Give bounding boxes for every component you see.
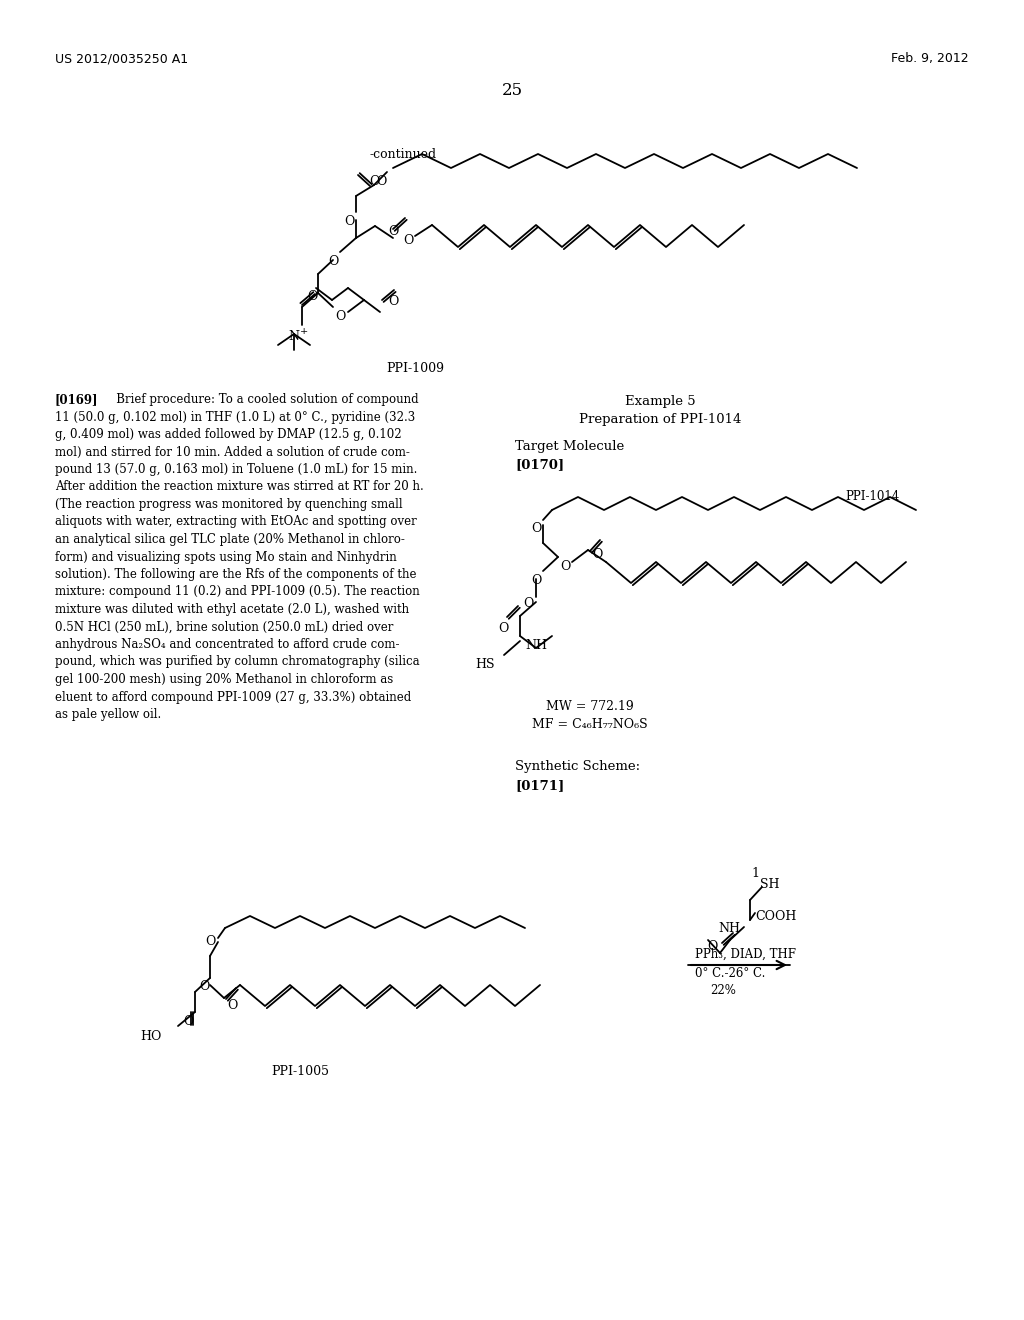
Text: O: O xyxy=(335,310,345,323)
Text: [0169]: [0169] xyxy=(55,393,98,407)
Text: Feb. 9, 2012: Feb. 9, 2012 xyxy=(891,51,969,65)
Text: Preparation of PPI-1014: Preparation of PPI-1014 xyxy=(579,413,741,426)
Text: O: O xyxy=(498,622,508,635)
Text: [0170]: [0170] xyxy=(515,458,564,471)
Text: PPI-1014: PPI-1014 xyxy=(846,490,900,503)
Text: eluent to afford compound PPI-1009 (27 g, 33.3%) obtained: eluent to afford compound PPI-1009 (27 g… xyxy=(55,690,412,704)
Text: O: O xyxy=(530,521,542,535)
Text: N: N xyxy=(289,330,299,343)
Text: O: O xyxy=(708,940,718,953)
Text: -continued: -continued xyxy=(370,148,437,161)
Text: pound, which was purified by column chromatography (silica: pound, which was purified by column chro… xyxy=(55,656,420,668)
Text: pound 13 (57.0 g, 0.163 mol) in Toluene (1.0 mL) for 15 min.: pound 13 (57.0 g, 0.163 mol) in Toluene … xyxy=(55,463,418,477)
Text: Target Molecule: Target Molecule xyxy=(515,440,625,453)
Text: mol) and stirred for 10 min. Added a solution of crude com-: mol) and stirred for 10 min. Added a sol… xyxy=(55,446,410,458)
Text: O: O xyxy=(344,215,354,228)
Text: Example 5: Example 5 xyxy=(625,395,695,408)
Text: O: O xyxy=(376,176,386,187)
Text: After addition the reaction mixture was stirred at RT for 20 h.: After addition the reaction mixture was … xyxy=(55,480,424,494)
Text: 0.5N HCl (250 mL), brine solution (250.0 mL) dried over: 0.5N HCl (250 mL), brine solution (250.0… xyxy=(55,620,393,634)
Text: as pale yellow oil.: as pale yellow oil. xyxy=(55,708,161,721)
Text: mixture was diluted with ethyl acetate (2.0 L), washed with: mixture was diluted with ethyl acetate (… xyxy=(55,603,410,616)
Text: O: O xyxy=(560,560,570,573)
Text: PPI-1009: PPI-1009 xyxy=(386,362,444,375)
Text: aliquots with water, extracting with EtOAc and spotting over: aliquots with water, extracting with EtO… xyxy=(55,516,417,528)
Text: O: O xyxy=(530,574,542,587)
Text: 0° C.-26° C.: 0° C.-26° C. xyxy=(695,968,765,979)
Text: COOH: COOH xyxy=(755,909,797,923)
Text: [0171]: [0171] xyxy=(515,779,564,792)
Text: O: O xyxy=(369,176,379,187)
Text: Brief procedure: To a cooled solution of compound: Brief procedure: To a cooled solution of… xyxy=(105,393,419,407)
Text: Synthetic Scheme:: Synthetic Scheme: xyxy=(515,760,640,774)
Text: 22%: 22% xyxy=(710,983,736,997)
Text: O: O xyxy=(402,234,414,247)
Text: O: O xyxy=(388,294,398,308)
Text: gel 100-200 mesh) using 20% Methanol in chloroform as: gel 100-200 mesh) using 20% Methanol in … xyxy=(55,673,393,686)
Text: 1: 1 xyxy=(751,867,759,880)
Text: O: O xyxy=(307,290,317,304)
Text: an analytical silica gel TLC plate (20% Methanol in chloro-: an analytical silica gel TLC plate (20% … xyxy=(55,533,404,546)
Text: (The reaction progress was monitored by quenching small: (The reaction progress was monitored by … xyxy=(55,498,402,511)
Text: 25: 25 xyxy=(502,82,522,99)
Text: MF = C₄₆H₇₇NO₆S: MF = C₄₆H₇₇NO₆S xyxy=(532,718,648,731)
Text: US 2012/0035250 A1: US 2012/0035250 A1 xyxy=(55,51,188,65)
Text: +: + xyxy=(300,327,308,337)
Text: PPI-1005: PPI-1005 xyxy=(271,1065,329,1078)
Text: 11 (50.0 g, 0.102 mol) in THF (1.0 L) at 0° C., pyridine (32.3: 11 (50.0 g, 0.102 mol) in THF (1.0 L) at… xyxy=(55,411,416,424)
Text: anhydrous Na₂SO₄ and concentrated to afford crude com-: anhydrous Na₂SO₄ and concentrated to aff… xyxy=(55,638,399,651)
Text: O: O xyxy=(328,255,338,268)
Text: solution). The following are the Rfs of the components of the: solution). The following are the Rfs of … xyxy=(55,568,417,581)
Text: NH: NH xyxy=(718,921,740,935)
Text: NH: NH xyxy=(525,639,547,652)
Text: O: O xyxy=(226,999,238,1012)
Text: HO: HO xyxy=(140,1030,162,1043)
Text: MW = 772.19: MW = 772.19 xyxy=(546,700,634,713)
Text: form) and visualizing spots using Mo stain and Ninhydrin: form) and visualizing spots using Mo sta… xyxy=(55,550,396,564)
Text: O: O xyxy=(183,1015,194,1028)
Text: O: O xyxy=(205,935,215,948)
Text: O: O xyxy=(199,979,209,993)
Text: O: O xyxy=(592,548,602,561)
Text: HS: HS xyxy=(475,657,495,671)
Text: mixture: compound 11 (0.2) and PPI-1009 (0.5). The reaction: mixture: compound 11 (0.2) and PPI-1009 … xyxy=(55,586,420,598)
Text: O: O xyxy=(523,597,534,610)
Text: SH: SH xyxy=(760,878,779,891)
Text: PPh₃, DIAD, THF: PPh₃, DIAD, THF xyxy=(695,948,796,961)
Text: O: O xyxy=(388,224,398,238)
Text: g, 0.409 mol) was added followed by DMAP (12.5 g, 0.102: g, 0.409 mol) was added followed by DMAP… xyxy=(55,428,401,441)
